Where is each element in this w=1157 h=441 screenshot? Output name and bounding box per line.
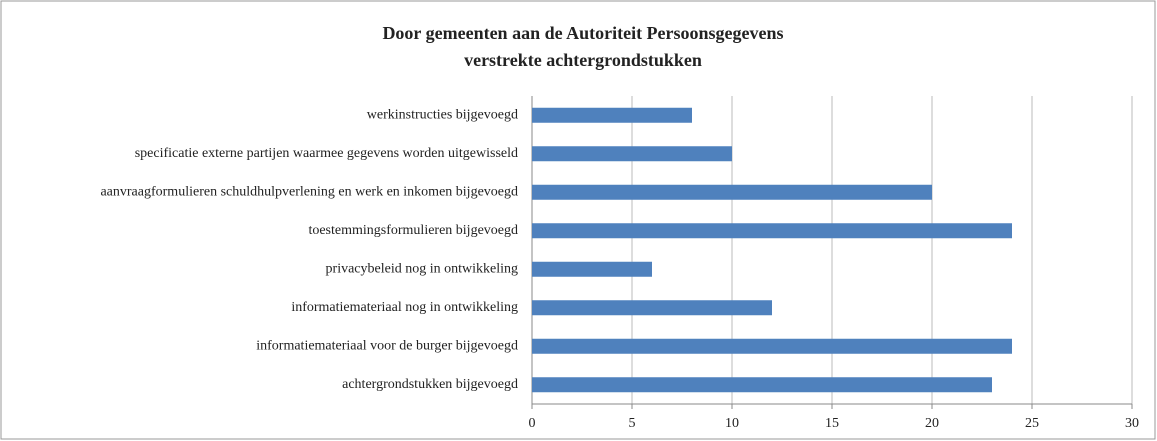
x-tick-label: 25 [1025, 416, 1039, 431]
y-tick-label: privacybeleid nog in ontwikkeling [326, 261, 518, 276]
x-tick-label: 10 [725, 416, 739, 431]
bar [532, 223, 1012, 239]
bar [532, 338, 1012, 354]
chart-title: verstrekte achtergrondstukken [464, 50, 702, 70]
bar [532, 300, 772, 316]
x-tick-label: 0 [529, 416, 536, 431]
bar [532, 377, 992, 393]
bar [532, 261, 652, 277]
y-tick-label: achtergrondstukken bijgevoegd [342, 377, 518, 392]
y-tick-label: toestemmingsformulieren bijgevoegd [308, 223, 518, 238]
bar [532, 184, 932, 200]
y-tick-label: specificatie externe partijen waarmee ge… [135, 146, 518, 161]
y-tick-label: informatiemateriaal nog in ontwikkeling [291, 300, 518, 315]
x-tick-label: 5 [629, 416, 636, 431]
y-tick-label: informatiemateriaal voor de burger bijge… [256, 338, 518, 353]
x-tick-label: 15 [825, 416, 839, 431]
y-tick-label: aanvraagformulieren schuldhulpverlening … [100, 184, 518, 199]
bar [532, 146, 732, 162]
bar [532, 107, 692, 123]
x-tick-label: 30 [1125, 416, 1139, 431]
chart-title: Door gemeenten aan de Autoriteit Persoon… [382, 23, 783, 43]
y-tick-label: werkinstructies bijgevoegd [367, 107, 518, 122]
x-tick-label: 20 [925, 416, 939, 431]
